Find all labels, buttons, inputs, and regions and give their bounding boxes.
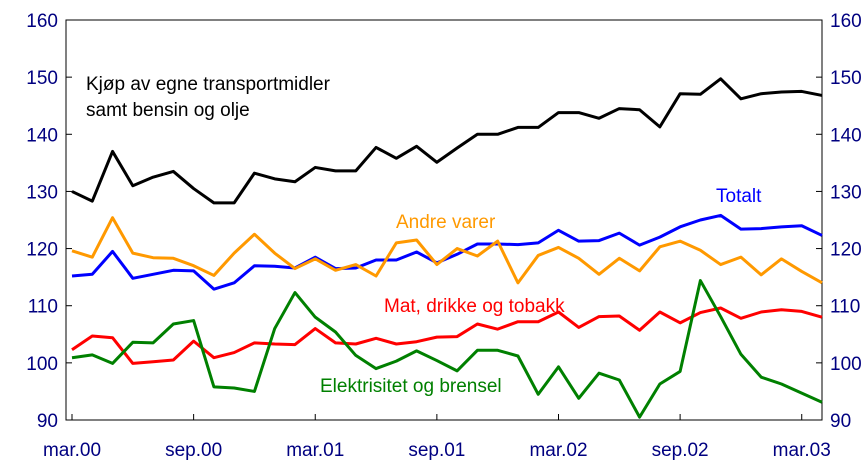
y-tick-label: 100 [26,354,58,375]
x-tick-label: sep.02 [652,440,709,461]
y2-tick-label: 130 [830,182,862,203]
series-label: Mat, drikke og tobakk [384,296,565,317]
plot-frame [65,19,823,421]
y2-tick-label: 110 [830,297,860,318]
series-line [71,77,823,205]
y2-tick-label: 100 [830,354,862,375]
y-tick-label: 150 [26,68,58,89]
y-tick-label: 130 [26,182,58,203]
x-tick-label: sep.00 [165,440,222,461]
series-line [71,306,823,365]
series-label: Totalt [716,186,762,207]
y-tick-label: 90 [37,411,58,432]
y2-tick-label: 90 [830,411,851,432]
y-tick-label: 160 [26,11,58,32]
series-label: Kjøp av egne transportmidler samt bensin… [86,74,330,121]
x-tick-label: mar.01 [286,440,344,461]
y-tick-label: 110 [28,297,58,318]
x-tick-label: sep.01 [408,440,465,461]
series-line [71,216,823,285]
y2-tick-label: 150 [830,68,862,89]
y-tick-label: 140 [26,125,58,146]
series-line [71,279,823,419]
y-tick-label: 120 [26,240,58,261]
x-tick-label: mar.00 [43,440,101,461]
y2-tick-label: 160 [830,11,862,32]
series-line [71,213,823,291]
y2-tick-label: 120 [830,240,862,261]
series-label: Andre varer [396,212,496,233]
x-tick-label: mar.03 [773,440,831,461]
y2-tick-label: 140 [830,125,862,146]
series-label: Elektrisitet og brensel [320,376,502,397]
x-tick-label: mar.02 [529,440,587,461]
